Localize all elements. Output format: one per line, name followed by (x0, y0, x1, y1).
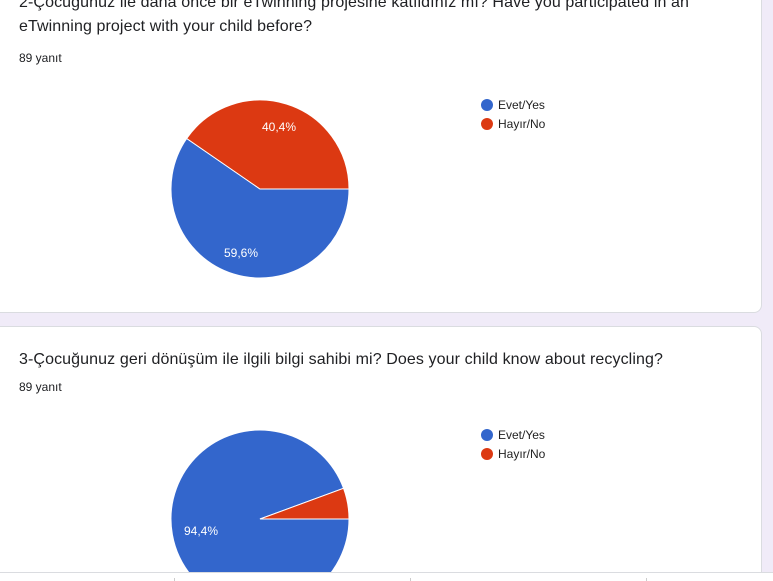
pie-slice[interactable] (259, 487, 350, 520)
divider (174, 578, 175, 581)
divider (646, 578, 647, 581)
question-card-3: 3-Çocuğunuz geri dönüşüm ile ilgili bilg… (0, 326, 762, 581)
pie-slice[interactable] (186, 99, 350, 190)
pie-slice[interactable] (170, 429, 350, 581)
legend-item-yes[interactable]: Evet/Yes (481, 95, 545, 114)
divider (410, 578, 411, 581)
bottom-toolbar (0, 572, 773, 581)
legend-dot-icon (481, 447, 493, 460)
question-card-2: 2-Çocuğunuz ile daha önce bir eTwinning … (0, 0, 762, 313)
legend-label: Hayır/No (498, 446, 546, 461)
response-count: 89 yanıt (19, 51, 62, 65)
legend-item-no[interactable]: Hayır/No (481, 444, 545, 463)
legend-label: Evet/Yes (498, 97, 545, 112)
legend-label: Hayır/No (498, 116, 546, 131)
pie-slice[interactable] (170, 137, 350, 279)
legend-dot-icon (481, 428, 493, 441)
response-count: 89 yanıt (19, 380, 62, 394)
legend-dot-icon (481, 98, 493, 111)
slice-percent-label: 40,4% (262, 120, 296, 134)
chart-legend: Evet/Yes Hayır/No (481, 95, 545, 133)
legend-label: Evet/Yes (498, 427, 545, 442)
legend-dot-icon (481, 117, 493, 130)
chart-legend: Evet/Yes Hayır/No (481, 425, 545, 463)
legend-item-no[interactable]: Hayır/No (481, 114, 545, 133)
pie-chart[interactable]: 59,6% 40,4% (0, 0, 763, 314)
slice-percent-label: 94,4% (184, 524, 218, 538)
question-title: 3-Çocuğunuz geri dönüşüm ile ilgili bilg… (19, 351, 663, 368)
question-title: 2-Çocuğunuz ile daha önce bir eTwinning … (19, 0, 690, 35)
slice-percent-label: 59,6% (224, 246, 258, 260)
legend-item-yes[interactable]: Evet/Yes (481, 425, 545, 444)
pie-chart[interactable]: 94,4% (0, 327, 763, 581)
